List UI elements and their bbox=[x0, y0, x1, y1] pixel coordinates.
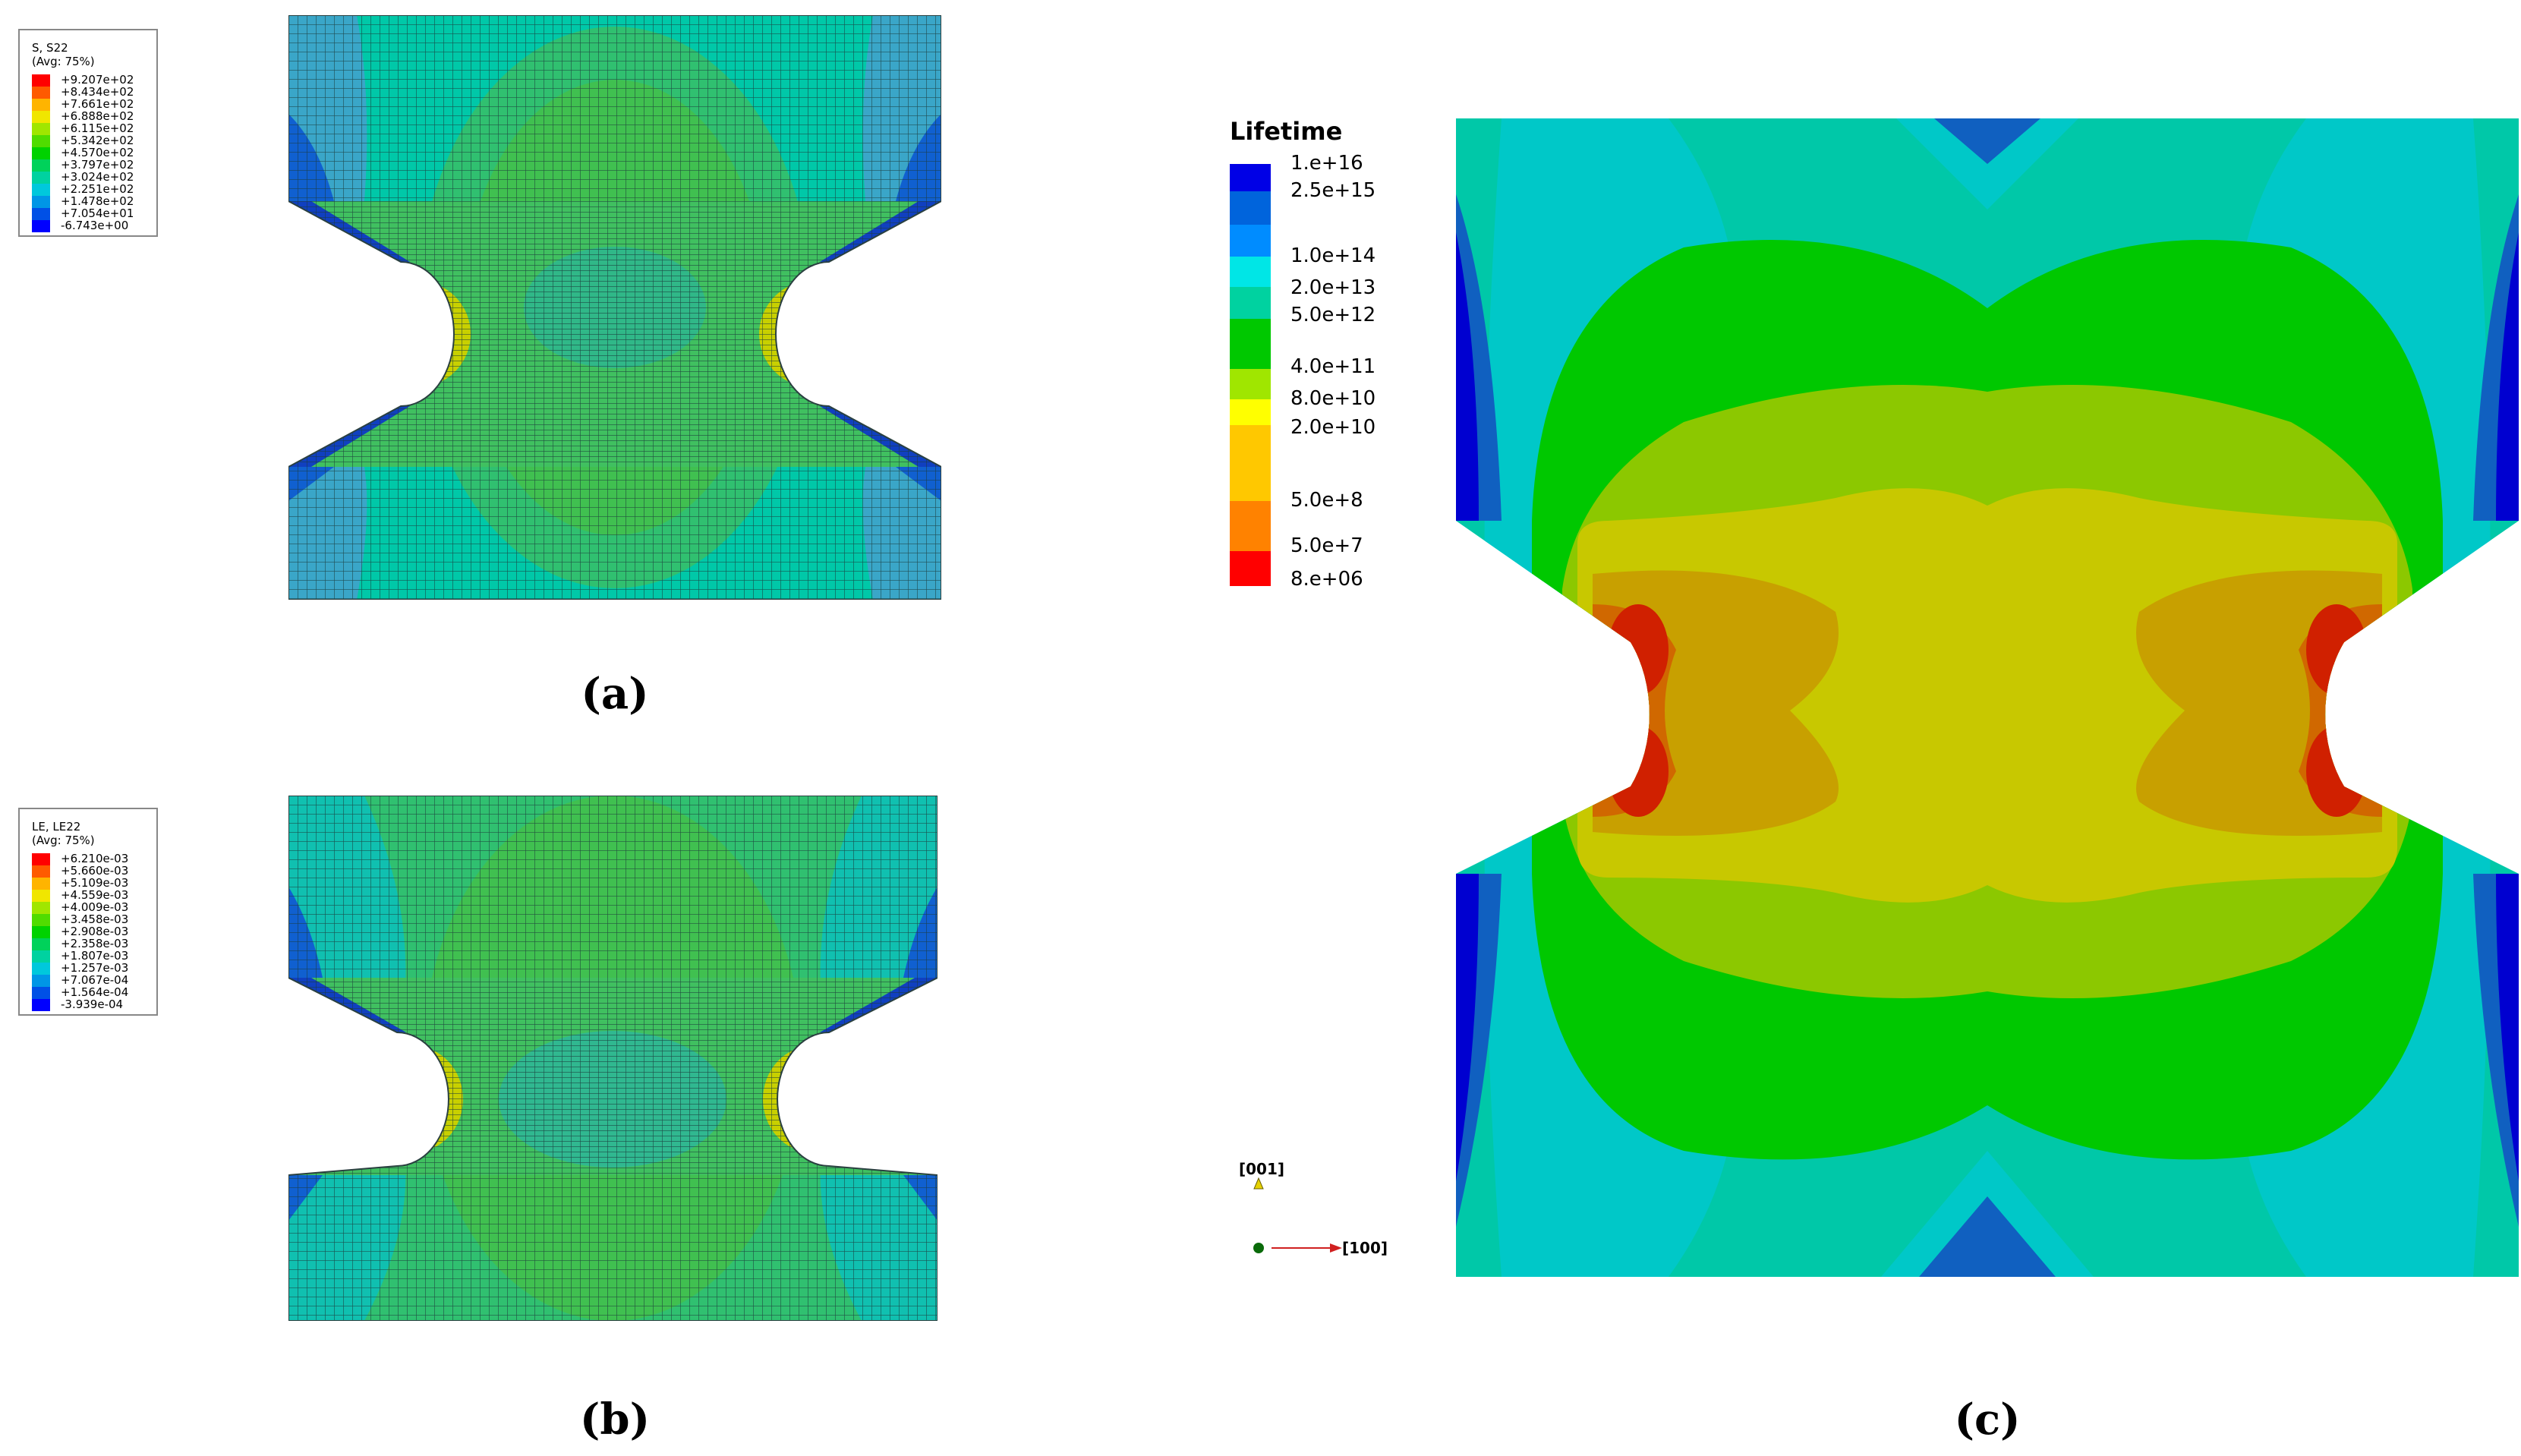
legend-swatch bbox=[32, 987, 50, 999]
legend-swatch bbox=[32, 87, 50, 99]
legend-swatch bbox=[32, 111, 50, 123]
legend-value: +7.054e+01 bbox=[61, 206, 134, 220]
legend-swatch bbox=[32, 902, 50, 914]
legend-swatch bbox=[32, 853, 50, 865]
legend-swatch bbox=[32, 159, 50, 172]
lifetime-legend-title: Lifetime bbox=[1230, 117, 1343, 146]
le22-contour-mesh bbox=[288, 796, 937, 1321]
legend-swatch bbox=[32, 999, 50, 1011]
legend-value: +2.251e+02 bbox=[61, 182, 134, 196]
legend-value: +4.009e-03 bbox=[61, 900, 129, 914]
legend-value: +9.207e+02 bbox=[61, 73, 134, 87]
lifetime-legend-swatch bbox=[1230, 425, 1271, 501]
caption-c: (c) bbox=[1954, 1395, 2021, 1445]
lifetime-contour bbox=[1456, 118, 2519, 1277]
lifetime-legend-value: 5.0e+12 bbox=[1290, 304, 1376, 326]
legend-value: +5.109e-03 bbox=[61, 876, 129, 890]
lifetime-legend-swatch bbox=[1230, 164, 1271, 191]
legend-value: +1.257e-03 bbox=[61, 961, 129, 975]
legend-swatch bbox=[32, 99, 50, 111]
lifetime-legend-value: 8.e+06 bbox=[1290, 568, 1363, 591]
legend-swatch bbox=[32, 963, 50, 975]
legend-swatch bbox=[32, 208, 50, 220]
legend-value: +8.434e+02 bbox=[61, 85, 134, 99]
le22-legend: LE, LE22 (Avg: 75%) +6.210e-03 +5.660e-03… bbox=[18, 808, 158, 1016]
lifetime-legend-swatch bbox=[1230, 287, 1271, 319]
legend-value: +7.067e-04 bbox=[61, 973, 129, 987]
caption-a: (a) bbox=[581, 669, 649, 719]
legend-subtitle: (Avg: 75%) bbox=[32, 55, 95, 68]
lifetime-legend-swatch bbox=[1230, 551, 1271, 586]
legend-value: +3.458e-03 bbox=[61, 912, 129, 926]
lifetime-legend-value: 1.e+16 bbox=[1290, 152, 1363, 175]
legend-swatch bbox=[32, 147, 50, 159]
legend-value: +6.115e+02 bbox=[61, 121, 134, 135]
orientation-triad bbox=[1253, 1177, 1342, 1253]
s22-contour-mesh bbox=[288, 15, 941, 600]
legend-value: +1.807e-03 bbox=[61, 949, 129, 963]
legend-swatch bbox=[32, 74, 50, 87]
legend-swatch bbox=[32, 926, 50, 938]
legend-swatch bbox=[32, 172, 50, 184]
lifetime-legend-swatch bbox=[1230, 257, 1271, 287]
legend-swatch bbox=[32, 123, 50, 135]
legend-subtitle: (Avg: 75%) bbox=[32, 834, 95, 847]
legend-title: LE, LE22 bbox=[32, 820, 81, 834]
lifetime-legend-value: 2.0e+10 bbox=[1290, 416, 1376, 439]
lifetime-legend-value: 2.0e+13 bbox=[1290, 276, 1376, 299]
legend-value: +5.342e+02 bbox=[61, 134, 134, 147]
legend-value: +6.888e+02 bbox=[61, 109, 134, 123]
s22-legend: S, S22 (Avg: 75%) +9.207e+02 +8.434e+02 +7… bbox=[18, 29, 158, 237]
lifetime-legend-value: 1.0e+14 bbox=[1290, 244, 1376, 267]
legend-value: +3.024e+02 bbox=[61, 170, 134, 184]
legend-swatch bbox=[32, 975, 50, 987]
lifetime-legend-swatch bbox=[1230, 369, 1271, 399]
legend-swatch bbox=[32, 878, 50, 890]
lifetime-legend-value: 5.0e+7 bbox=[1290, 534, 1363, 557]
lifetime-legend-swatch bbox=[1230, 319, 1271, 369]
legend-value: +2.358e-03 bbox=[61, 937, 129, 950]
lifetime-legend-value: 4.0e+11 bbox=[1290, 355, 1376, 378]
legend-value: +2.908e-03 bbox=[61, 925, 129, 938]
legend-value: +6.210e-03 bbox=[61, 852, 129, 865]
legend-swatch bbox=[32, 890, 50, 902]
axis-100-label: [100] bbox=[1342, 1239, 1388, 1257]
legend-swatch bbox=[32, 865, 50, 878]
axis-001-label: [001] bbox=[1239, 1160, 1285, 1178]
legend-swatch bbox=[32, 196, 50, 208]
lifetime-legend-swatch bbox=[1230, 399, 1271, 425]
legend-swatch bbox=[32, 135, 50, 147]
legend-swatch bbox=[32, 184, 50, 196]
legend-value: +3.797e+02 bbox=[61, 158, 134, 172]
lifetime-legend-value: 8.0e+10 bbox=[1290, 387, 1376, 410]
legend-value: +1.478e+02 bbox=[61, 194, 134, 208]
legend-value: -3.939e-04 bbox=[61, 997, 124, 1011]
caption-b: (b) bbox=[579, 1395, 651, 1445]
legend-value: +1.564e-04 bbox=[61, 985, 129, 999]
legend-swatch bbox=[32, 914, 50, 926]
legend-value: +5.660e-03 bbox=[61, 864, 129, 878]
legend-value: -6.743e+00 bbox=[61, 219, 129, 232]
lifetime-legend-swatch bbox=[1230, 225, 1271, 257]
lifetime-legend-value: 5.0e+8 bbox=[1290, 489, 1363, 512]
legend-swatch bbox=[32, 220, 50, 232]
legend-value: +4.570e+02 bbox=[61, 146, 134, 159]
lifetime-legend-swatch bbox=[1230, 501, 1271, 551]
legend-value: +4.559e-03 bbox=[61, 888, 129, 902]
lifetime-legend-value: 2.5e+15 bbox=[1290, 179, 1376, 202]
legend-title: S, S22 bbox=[32, 41, 68, 55]
lifetime-legend-swatch bbox=[1230, 191, 1271, 225]
legend-swatch bbox=[32, 950, 50, 963]
legend-value: +7.661e+02 bbox=[61, 97, 134, 111]
legend-swatch bbox=[32, 938, 50, 950]
